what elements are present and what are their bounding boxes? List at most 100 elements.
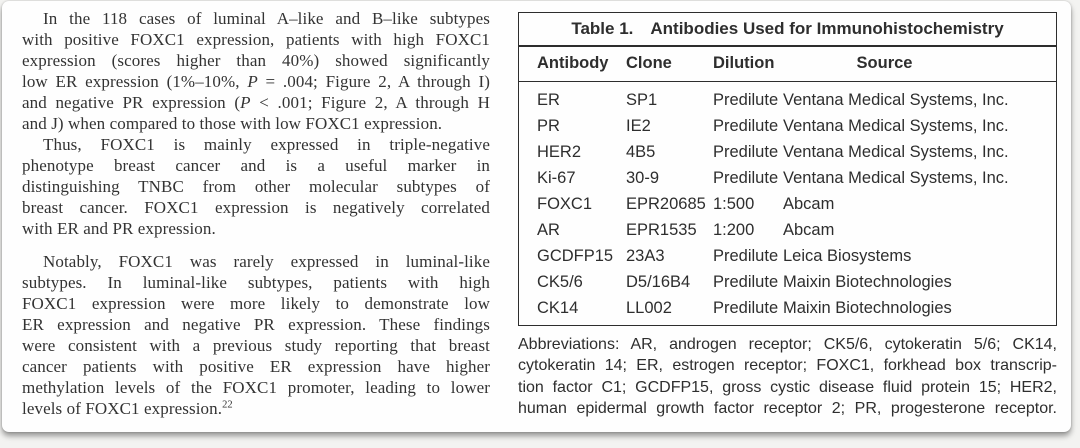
table-row: ER SP1 Predilute Ventana Medical Systems, I…: [519, 82, 1056, 114]
text-run: cytokeratin 14; ER, estrogen receptor; F…: [518, 357, 1057, 375]
text-line: breast cancer. FOXC1 expression is negat…: [22, 197, 490, 218]
table-cell: EPR1535: [626, 220, 697, 239]
table-cell: Maixin Biotechnologies: [783, 298, 952, 317]
text-run: Abbreviations: AR, androgen receptor; CK…: [518, 336, 1057, 353]
text-run: P: [240, 93, 251, 112]
table-cell: ER: [537, 90, 560, 109]
table-cell: Predilute: [713, 90, 779, 109]
paragraph: Thus, FOXC1 is mainly expressed in tripl…: [22, 134, 490, 239]
text-run: ER expression and negative PR expression…: [22, 315, 490, 334]
text-run: phenotype breast cancer and is a useful …: [22, 156, 490, 175]
text-line: cancer patients with positive ER express…: [22, 356, 490, 377]
text-run: Notably, FOXC1 was rarely expressed in l…: [43, 252, 490, 271]
text-run: levels of FOXC1 expression.: [22, 399, 223, 418]
table-title: Table 1. Antibodies Used for Immunohistoc…: [519, 13, 1056, 47]
table-cell: Ventana Medical Systems, Inc.: [783, 116, 1009, 135]
column-header-source: Source: [783, 47, 1056, 82]
table-cell: SP1: [626, 90, 658, 109]
table-row: CK14 LL002 Predilute Maixin Biotechnologies: [519, 295, 1056, 325]
table-column: Table 1. Antibodies Used for Immunohistoc…: [518, 12, 1057, 419]
table-cell: PR: [537, 116, 560, 135]
table-cell: EPR20685: [626, 194, 706, 213]
table-cell: CK14: [537, 298, 579, 317]
text-line: methylation levels of the FOXC1 promoter…: [22, 377, 490, 398]
text-run: < .001; Figure 2, A through H: [250, 93, 490, 112]
document-page: In the 118 cases of luminal A–like and B…: [2, 1, 1071, 432]
table-cell: 23A3: [626, 246, 665, 265]
text-run: Thus, FOXC1 is mainly expressed in tripl…: [43, 135, 490, 154]
text-line: In the 118 cases of luminal A–like and B…: [22, 8, 490, 29]
table-cell: GCDFP15: [537, 246, 614, 265]
text-line: Notably, FOXC1 was rarely expressed in l…: [22, 251, 490, 272]
text-line: with positive FOXC1 expression, patients…: [22, 29, 490, 50]
table-row: GCDFP15 23A3 Predilute Leica Biosystems: [519, 243, 1056, 269]
table-cell: Predilute: [713, 298, 779, 317]
text-run: with positive FOXC1 expression, patients…: [22, 30, 490, 49]
text-line: phenotype breast cancer and is a useful …: [22, 155, 490, 176]
table-header-row: Antibody Clone Dilution Source: [519, 47, 1056, 82]
text-run: methylation levels of the FOXC1 promoter…: [22, 378, 490, 397]
text-run: breast cancer. FOXC1 expression is negat…: [22, 198, 490, 217]
paragraph: Notably, FOXC1 was rarely expressed in l…: [22, 251, 490, 419]
antibodies-table: Antibody Clone Dilution Source ER SP1 Pred…: [519, 47, 1056, 325]
text-run: FOXC1 expression were more likely to dem…: [22, 294, 490, 313]
text-run: distinguishing TNBC from other molecular…: [22, 177, 490, 196]
text-run: expression (scores higher than 40%) show…: [22, 51, 490, 70]
text-line: and negative PR expression (P < .001; Fi…: [22, 92, 490, 113]
table-cell: Predilute: [713, 246, 779, 265]
table-cell: 4B5: [626, 142, 656, 161]
text-line: were consistent with a previous study re…: [22, 335, 490, 356]
text-run: and J) when compared to those with low F…: [22, 114, 443, 133]
column-header-clone: Clone: [626, 47, 713, 82]
column-header-antibody: Antibody: [519, 47, 626, 82]
table-cell: 30-9: [626, 168, 660, 187]
text-line: ER expression and negative PR expression…: [22, 314, 490, 335]
table-row: Ki-67 30-9 Predilute Ventana Medical System…: [519, 165, 1056, 191]
text-line: distinguishing TNBC from other molecular…: [22, 176, 490, 197]
table-cell: Abcam: [783, 194, 835, 213]
table-row: AR EPR1535 1:200 Abcam: [519, 217, 1056, 243]
text-line: human epidermal growth factor receptor 2…: [518, 398, 1057, 419]
table-label: Table 1.: [571, 19, 634, 38]
table-cell: Ki-67: [537, 168, 576, 187]
table-row: HER2 4B5 Predilute Ventana Medical Systems,…: [519, 139, 1056, 165]
text-line: Abbreviations: AR, androgen receptor; CK…: [518, 334, 1057, 355]
text-run: cancer patients with positive ER express…: [22, 357, 490, 376]
table-row: FOXC1 EPR20685 1:500 Abcam: [519, 191, 1056, 217]
text-run: P: [247, 72, 258, 91]
table-row: PR IE2 Predilute Ventana Medical Systems, I…: [519, 113, 1056, 139]
table-cell: Ventana Medical Systems, Inc.: [783, 90, 1009, 109]
table-cell: LL002: [626, 298, 672, 317]
table-1-box: Table 1. Antibodies Used for Immunohistoc…: [518, 12, 1057, 326]
text-line: Thus, FOXC1 is mainly expressed in tripl…: [22, 134, 490, 155]
text-line: subtypes. In luminal-like subtypes, pati…: [22, 272, 490, 293]
table-cell: FOXC1: [537, 194, 593, 213]
table-cell: Leica Biosystems: [783, 246, 912, 265]
table-cell: D5/16B4: [626, 272, 691, 291]
text-run: were consistent with a previous study re…: [22, 336, 490, 355]
text-run: In the 118 cases of luminal A–like and B…: [43, 9, 490, 28]
table-cell: Predilute: [713, 142, 779, 161]
table-cell: HER2: [537, 142, 582, 161]
column-header-dilution: Dilution: [713, 47, 783, 82]
table-footnote: Abbreviations: AR, androgen receptor; CK…: [518, 334, 1057, 419]
table-body: ER SP1 Predilute Ventana Medical Systems, I…: [519, 82, 1056, 326]
table-cell: AR: [537, 220, 560, 239]
table-cell: Maixin Biotechnologies: [783, 272, 952, 291]
table-cell: 1:200: [713, 220, 755, 239]
text-line: low ER expression (1%–10%, P = .004; Fig…: [22, 71, 490, 92]
text-line: tion factor C1; GCDFP15, gross cystic di…: [518, 377, 1057, 398]
text-line: and J) when compared to those with low F…: [22, 113, 490, 134]
table-cell: 1:500: [713, 194, 755, 213]
text-line: with ER and PR expression.: [22, 218, 490, 239]
table-cell: Predilute: [713, 272, 779, 291]
text-run: with ER and PR expression.: [22, 219, 216, 238]
table-cell: CK5/6: [537, 272, 583, 291]
text-line: FOXC1 expression were more likely to dem…: [22, 293, 490, 314]
text-line: expression (scores higher than 40%) show…: [22, 50, 490, 71]
text-run: subtypes. In luminal-like subtypes, pati…: [22, 273, 490, 292]
paragraph: In the 118 cases of luminal A–like and B…: [22, 8, 490, 134]
text-line: cytokeratin 14; ER, estrogen receptor; F…: [518, 355, 1057, 376]
table-cell: Predilute: [713, 116, 779, 135]
text-run: tion factor C1; GCDFP15, gross cystic di…: [518, 378, 1057, 396]
